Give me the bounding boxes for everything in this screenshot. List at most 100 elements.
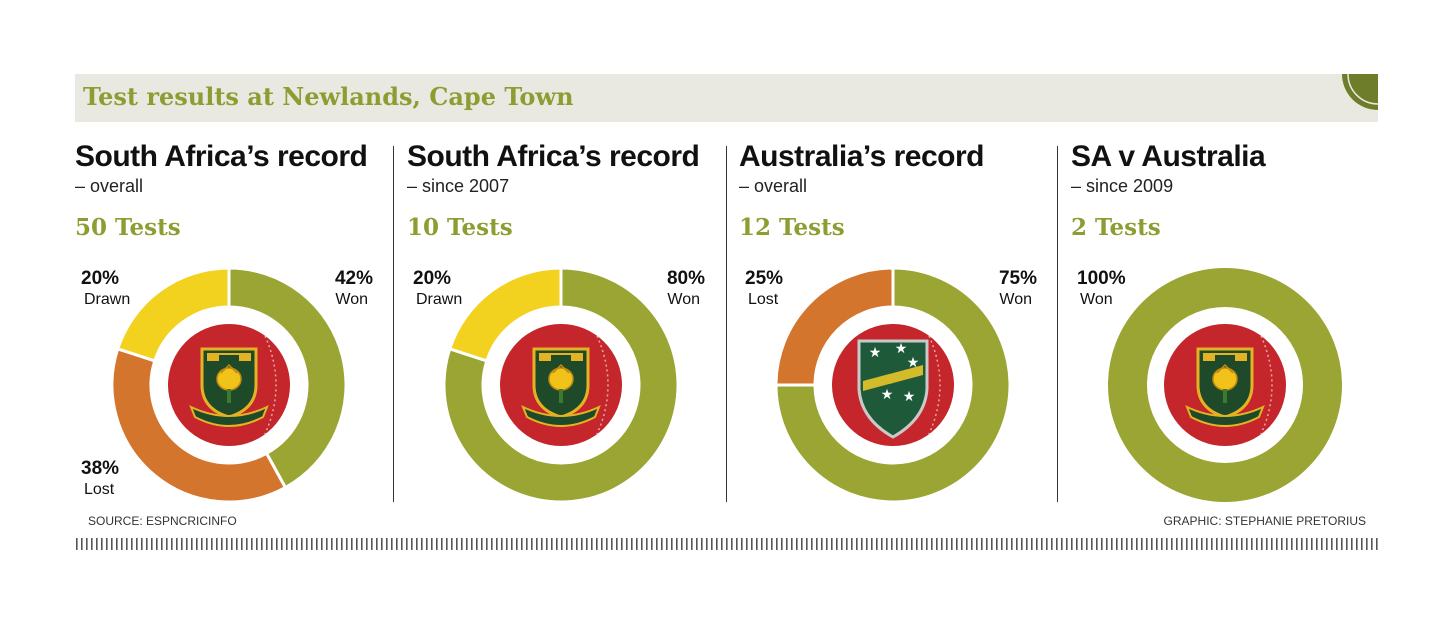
tick-mark (1296, 538, 1298, 550)
tick-mark (671, 538, 673, 550)
tick-mark (156, 538, 158, 550)
tick-mark (441, 538, 443, 550)
tick-mark (816, 538, 818, 550)
tick-mark (321, 538, 323, 550)
tick-mark (1051, 538, 1053, 550)
tick-mark (861, 538, 863, 550)
tick-mark (1206, 538, 1208, 550)
tick-mark (116, 538, 118, 550)
tests-count: 12 Tests (739, 214, 845, 241)
tick-mark (746, 538, 748, 550)
tick-mark (406, 538, 408, 550)
ball-seam (928, 335, 941, 435)
tick-mark (241, 538, 243, 550)
tick-mark (256, 538, 258, 550)
tick-mark (231, 538, 233, 550)
donut-chart: 80% Won 20% Drawn (413, 266, 705, 504)
tick-mark (856, 538, 858, 550)
tick-mark (171, 538, 173, 550)
tick-mark (716, 538, 718, 550)
tick-mark (1076, 538, 1078, 550)
tick-mark (1091, 538, 1093, 550)
tick-mark (1276, 538, 1278, 550)
tick-mark (281, 538, 283, 550)
tick-mark (451, 538, 453, 550)
tick-mark (641, 538, 643, 550)
tick-mark (126, 538, 128, 550)
tick-mark (951, 538, 953, 550)
chart-title: South Africa’s record (407, 140, 700, 173)
tick-mark (1201, 538, 1203, 550)
tick-mark (736, 538, 738, 550)
tick-mark (686, 538, 688, 550)
tick-mark (731, 538, 733, 550)
tick-mark (821, 538, 823, 550)
tick-mark (881, 538, 883, 550)
tick-mark (791, 538, 793, 550)
tick-mark (551, 538, 553, 550)
tick-mark (1121, 538, 1123, 550)
tick-mark (1161, 538, 1163, 550)
tick-mark (756, 538, 758, 550)
tick-mark (931, 538, 933, 550)
tick-mark (476, 538, 478, 550)
tick-mark (251, 538, 253, 550)
tick-mark (646, 538, 648, 550)
tick-mark (591, 538, 593, 550)
sa-crest-icon (189, 347, 269, 427)
donut-slice-won (442, 266, 680, 504)
tick-mark (176, 538, 178, 550)
tick-mark (1086, 538, 1088, 550)
tick-mark (516, 538, 518, 550)
tick-mark (501, 538, 503, 550)
tick-mark (1366, 538, 1368, 550)
tick-mark (1231, 538, 1233, 550)
ball-seam (264, 335, 277, 435)
chart-subtitle: – since 2009 (1071, 176, 1174, 196)
tick-mark (1191, 538, 1193, 550)
tick-mark (1291, 538, 1293, 550)
tick-mark (1326, 538, 1328, 550)
tick-mark (936, 538, 938, 550)
donut-chart: 42% Won 38% Lost 20% Drawn (81, 266, 373, 504)
tick-mark (346, 538, 348, 550)
tick-mark (771, 538, 773, 550)
tests-count: 50 Tests (75, 214, 181, 241)
tick-mark (726, 538, 728, 550)
ball-seam (1260, 335, 1273, 435)
tick-mark (826, 538, 828, 550)
tick-mark (196, 538, 198, 550)
donut-chart: 100% Won (1077, 268, 1342, 502)
tick-mark (1331, 538, 1333, 550)
sa-crest-icon (1185, 347, 1265, 427)
tick-mark (266, 538, 268, 550)
tick-mark (201, 538, 203, 550)
panel-divider (393, 146, 394, 502)
tick-mark (846, 538, 848, 550)
tick-mark (1166, 538, 1168, 550)
tick-mark (506, 538, 508, 550)
slice-category-label: Drawn (84, 291, 130, 308)
chart-panel-australia-overall: Australia’s record – overall 12 Tests ★ ★… (739, 138, 1059, 508)
decorative-tick-rule (76, 538, 1378, 550)
tick-mark (601, 538, 603, 550)
tick-mark (326, 538, 328, 550)
tick-mark (991, 538, 993, 550)
tick-mark (376, 538, 378, 550)
tick-mark (1211, 538, 1213, 550)
tick-mark (1216, 538, 1218, 550)
tick-mark (1311, 538, 1313, 550)
tick-mark (366, 538, 368, 550)
slice-category-label: Won (335, 291, 368, 308)
tick-mark (301, 538, 303, 550)
tick-mark (911, 538, 913, 550)
tick-mark (596, 538, 598, 550)
tick-mark (276, 538, 278, 550)
australia-crest-icon: ★ ★★★ ★ (857, 339, 929, 439)
tick-mark (621, 538, 623, 550)
tick-mark (1036, 538, 1038, 550)
tick-mark (761, 538, 763, 550)
chart-panel-sa-overall: South Africa’s record – overall 50 Tests… (75, 138, 395, 508)
tick-mark (676, 538, 678, 550)
